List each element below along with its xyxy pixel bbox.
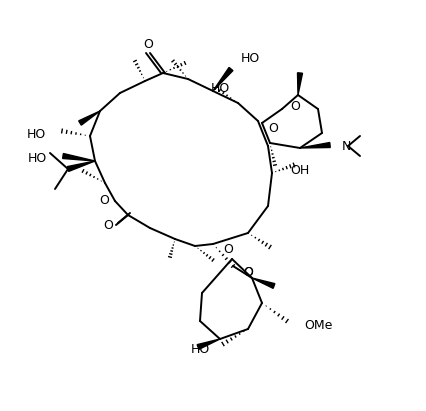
Text: O: O — [223, 242, 233, 256]
Text: OH: OH — [290, 164, 309, 178]
Polygon shape — [300, 143, 330, 148]
Text: HO: HO — [27, 127, 46, 141]
Text: O: O — [99, 194, 109, 208]
Text: HO: HO — [241, 53, 260, 65]
Polygon shape — [197, 339, 220, 349]
Text: N: N — [342, 139, 351, 152]
Polygon shape — [297, 73, 302, 95]
Text: HO: HO — [211, 83, 230, 95]
Text: O: O — [243, 266, 253, 279]
Text: OMe: OMe — [304, 319, 332, 332]
Text: O: O — [143, 37, 153, 51]
Polygon shape — [213, 67, 233, 91]
Text: HO: HO — [191, 342, 210, 356]
Text: O: O — [268, 122, 278, 134]
Text: O: O — [103, 219, 113, 231]
Text: HO: HO — [28, 152, 47, 164]
Polygon shape — [67, 161, 95, 171]
Polygon shape — [79, 111, 100, 125]
Text: O: O — [290, 101, 300, 113]
Polygon shape — [63, 154, 95, 161]
Text: O: O — [243, 266, 253, 279]
Polygon shape — [252, 278, 275, 289]
